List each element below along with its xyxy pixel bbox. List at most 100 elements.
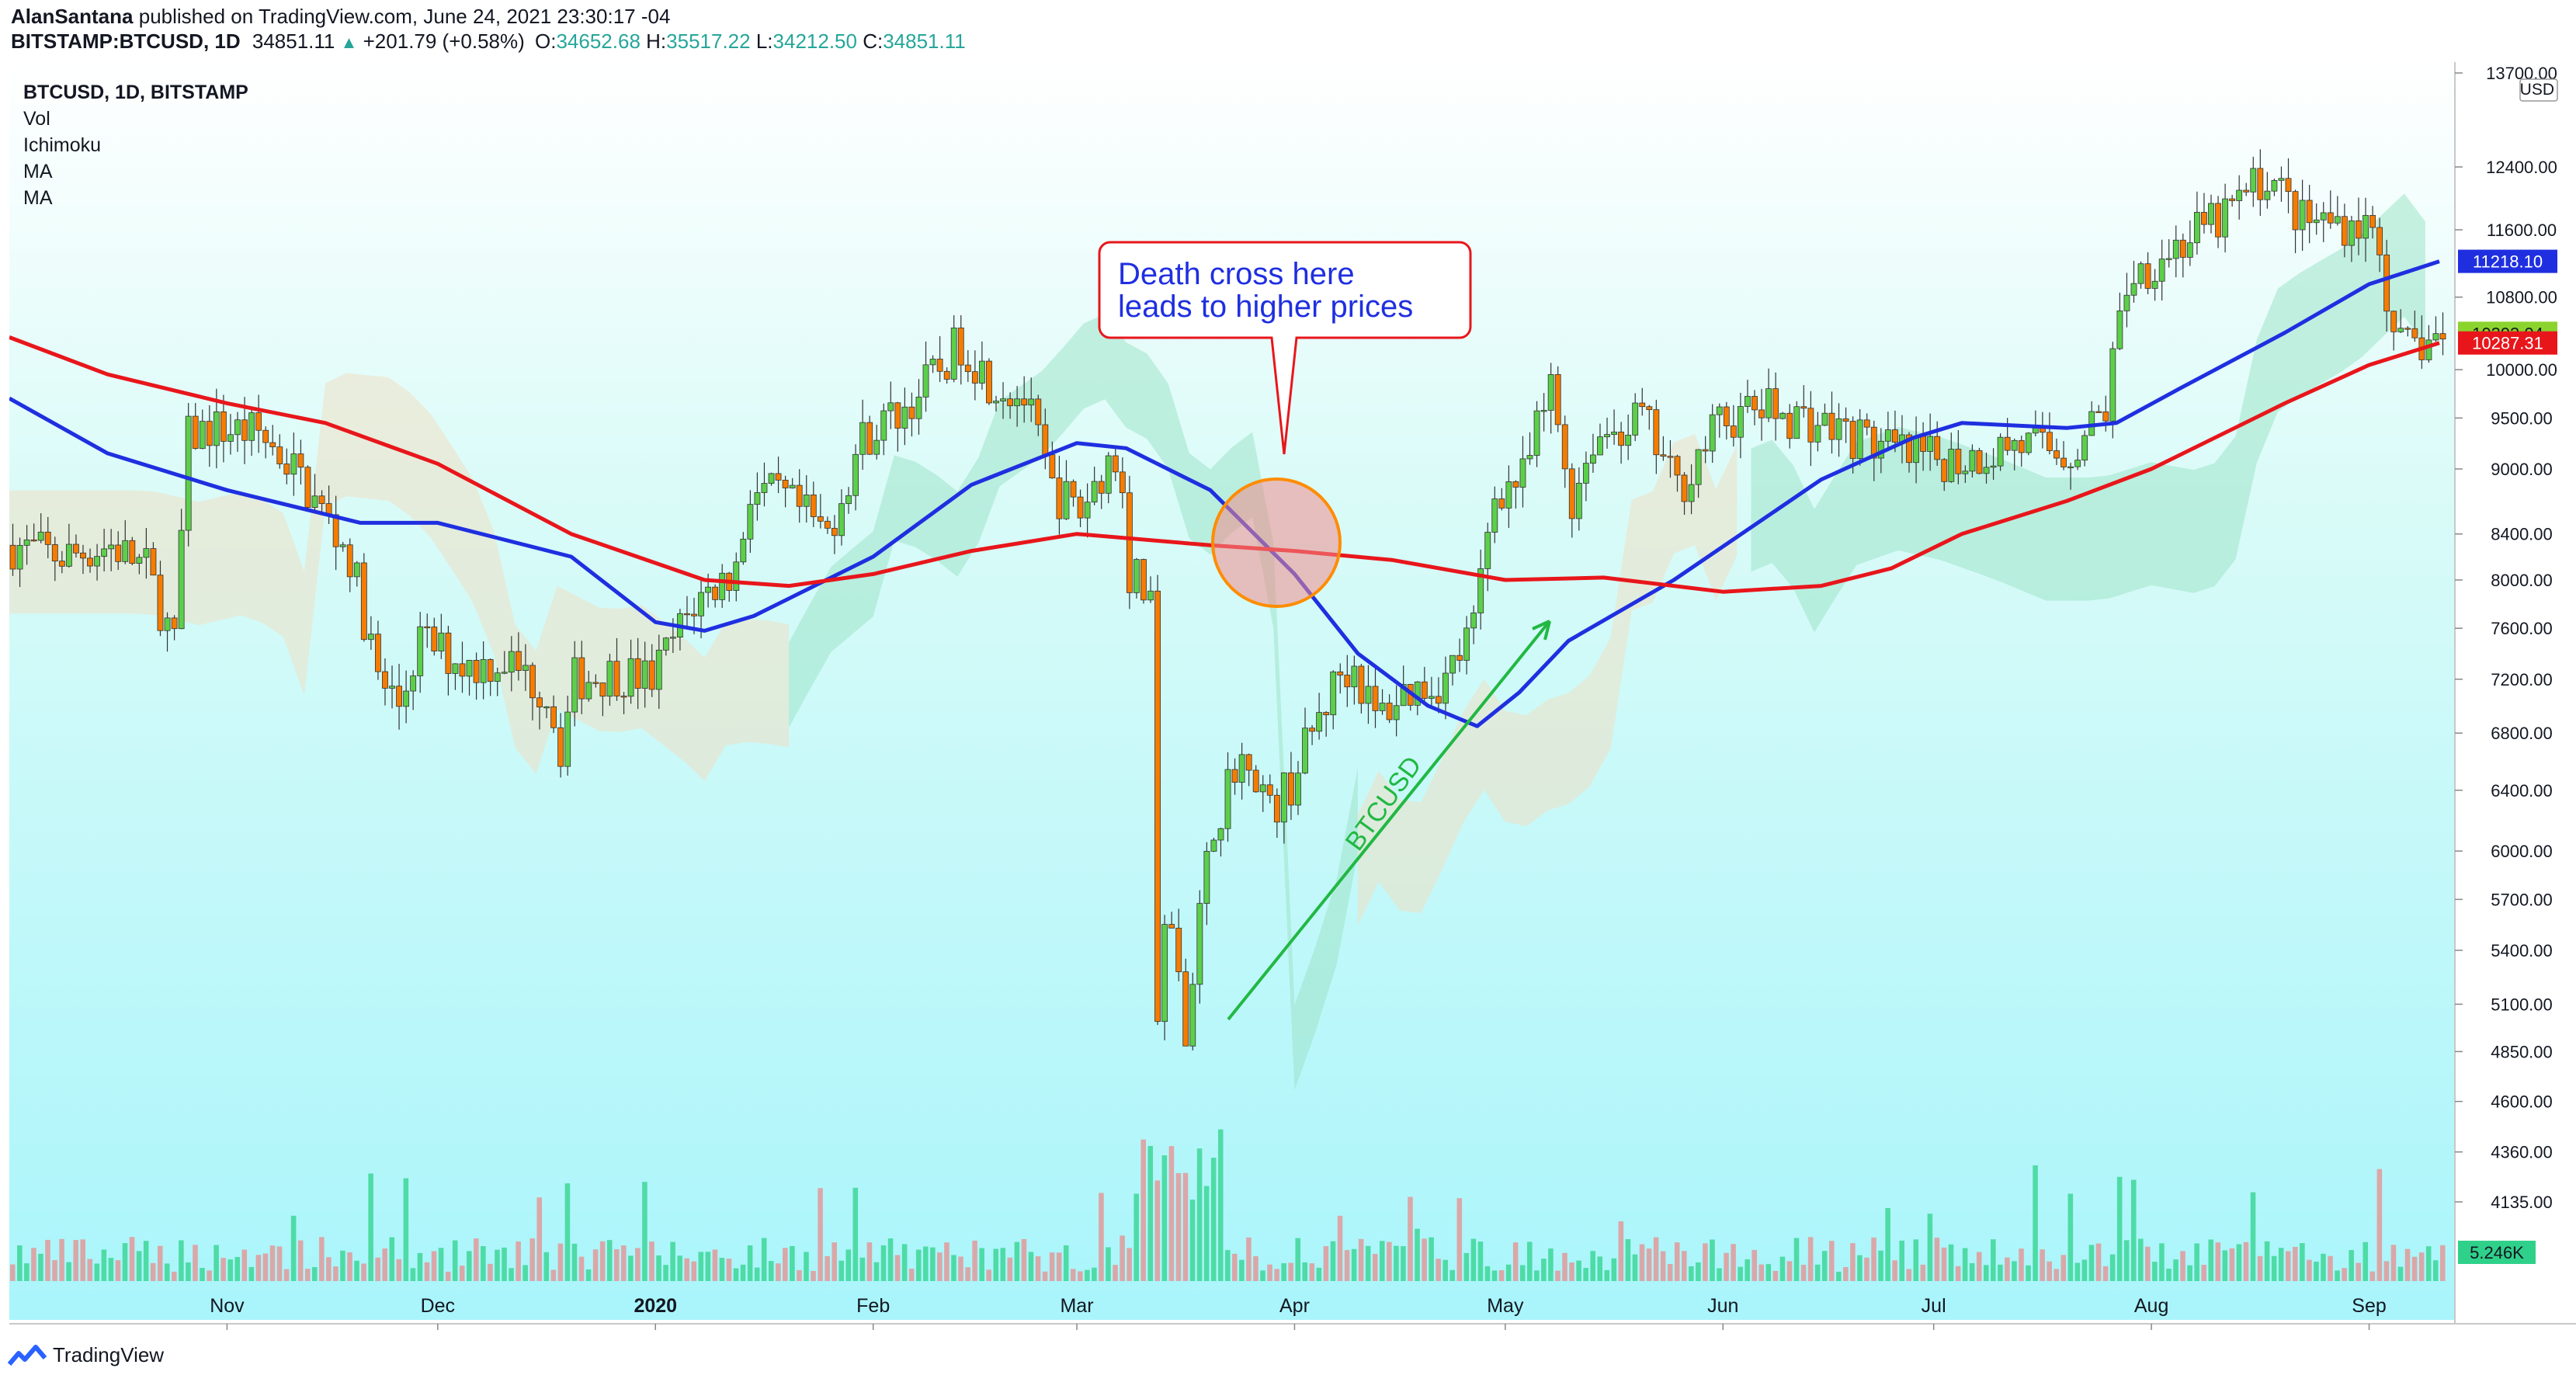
candle[interactable] [1990, 448, 1997, 480]
candle[interactable] [445, 625, 452, 696]
candle[interactable] [185, 403, 192, 547]
candle[interactable] [873, 425, 880, 460]
candle[interactable] [353, 561, 360, 587]
candle[interactable] [536, 691, 543, 730]
candle[interactable] [1561, 415, 1568, 488]
candle[interactable] [360, 553, 367, 642]
candle[interactable] [403, 670, 410, 724]
candle[interactable] [515, 632, 522, 681]
candle[interactable] [929, 355, 936, 373]
candle[interactable] [1449, 655, 1456, 686]
candle[interactable] [606, 654, 613, 706]
candle[interactable] [684, 596, 690, 627]
candle[interactable] [578, 641, 585, 714]
candle[interactable] [1379, 689, 1386, 715]
candle[interactable] [143, 527, 150, 579]
candle[interactable] [2348, 215, 2355, 262]
candle[interactable] [1870, 420, 1877, 481]
candle[interactable] [922, 341, 929, 412]
candle[interactable] [438, 613, 445, 659]
candle[interactable] [1365, 665, 1372, 724]
candle[interactable] [1674, 454, 1681, 492]
candle[interactable] [290, 432, 297, 496]
candle[interactable] [1807, 391, 1814, 467]
candle[interactable] [1723, 401, 1730, 440]
candle[interactable] [1442, 656, 1449, 720]
candle[interactable] [466, 659, 473, 696]
candle[interactable] [1983, 452, 1990, 484]
candle[interactable] [2047, 412, 2053, 455]
candle[interactable] [1604, 417, 1610, 449]
candle[interactable] [662, 637, 669, 656]
candle[interactable] [866, 415, 873, 456]
candle[interactable] [1821, 403, 1828, 426]
candle[interactable] [2369, 206, 2376, 239]
candle[interactable] [58, 550, 65, 574]
candle[interactable] [529, 662, 536, 721]
candle[interactable] [768, 472, 775, 486]
candle[interactable] [2285, 158, 2292, 214]
candle[interactable] [2278, 166, 2285, 202]
candle[interactable] [599, 682, 606, 717]
candle[interactable] [424, 613, 431, 648]
candle[interactable] [2158, 239, 2165, 301]
candle[interactable] [2081, 430, 2088, 467]
candle[interactable] [1835, 403, 1842, 457]
candle[interactable] [838, 489, 845, 546]
candle[interactable] [410, 670, 417, 710]
candle[interactable] [1540, 393, 1547, 432]
candle[interactable] [73, 534, 79, 558]
candle[interactable] [1814, 411, 1821, 452]
candle[interactable] [2320, 202, 2327, 242]
candle[interactable] [1884, 411, 1891, 448]
candle[interactable] [1681, 472, 1688, 516]
candle[interactable] [824, 516, 831, 534]
candle[interactable] [2222, 183, 2229, 253]
candle[interactable] [16, 537, 23, 588]
candle[interactable] [964, 350, 971, 382]
candle[interactable] [311, 474, 318, 512]
candle[interactable] [1786, 404, 1793, 449]
candle[interactable] [1098, 474, 1105, 509]
candle[interactable] [1182, 958, 1189, 1047]
candle[interactable] [908, 392, 915, 437]
candle[interactable] [571, 641, 578, 727]
candle[interactable] [234, 411, 241, 452]
candle[interactable] [1927, 413, 1934, 471]
candle[interactable] [775, 457, 782, 494]
candle[interactable] [943, 367, 950, 384]
candle[interactable] [65, 523, 72, 568]
candle[interactable] [957, 315, 964, 385]
candle[interactable] [978, 341, 985, 390]
candle[interactable] [501, 651, 508, 675]
candle[interactable] [1112, 448, 1119, 481]
candle[interactable] [1028, 377, 1035, 422]
candle[interactable] [1351, 655, 1358, 705]
candle[interactable] [2208, 194, 2214, 234]
candle[interactable] [733, 552, 740, 602]
candle[interactable] [480, 641, 487, 700]
candle[interactable] [318, 490, 325, 515]
candle[interactable] [2229, 194, 2236, 207]
candle[interactable] [375, 620, 381, 680]
candle[interactable] [1302, 707, 1308, 775]
candle[interactable] [115, 531, 122, 571]
candle[interactable] [396, 664, 402, 730]
candle[interactable] [37, 513, 44, 543]
candle[interactable] [2334, 196, 2341, 226]
candle[interactable] [2130, 260, 2137, 303]
legend-item[interactable]: MA [23, 187, 53, 209]
candle[interactable] [122, 519, 129, 564]
candle[interactable] [613, 637, 620, 701]
candle[interactable] [2432, 316, 2439, 342]
candles[interactable] [9, 149, 2446, 1050]
candle[interactable] [2215, 196, 2221, 248]
candle[interactable] [1688, 464, 1695, 515]
candle[interactable] [620, 692, 627, 714]
candle[interactable] [1477, 549, 1484, 630]
candle[interactable] [164, 612, 171, 652]
candle[interactable] [1140, 558, 1147, 604]
candle[interactable] [592, 674, 599, 688]
candle[interactable] [1168, 911, 1175, 929]
candle[interactable] [2250, 156, 2257, 207]
